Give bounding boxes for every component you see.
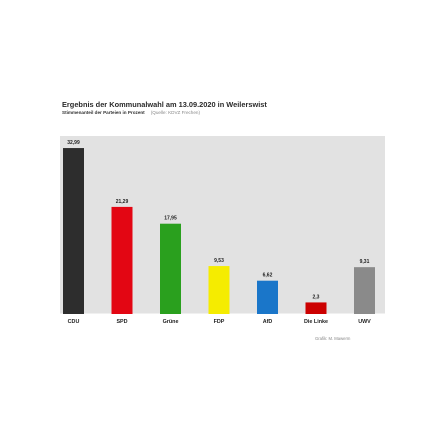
value-label: 6,62 xyxy=(263,273,273,279)
category-label: Grüne xyxy=(163,319,179,325)
chart-title: Ergebnis der Kommunalwahl am 13.09.2020 … xyxy=(62,100,267,109)
bar-fdp xyxy=(208,266,230,314)
value-label: 32,99 xyxy=(67,140,80,146)
category-label: SPD xyxy=(116,319,127,325)
bar-die-linke xyxy=(305,302,327,314)
subtitle-text: Stimmenanteil der Parteien in Prozent xyxy=(62,110,145,115)
bar-gr-ne xyxy=(160,223,181,314)
category-label: Die Linke xyxy=(304,319,328,325)
category-label: UWV xyxy=(358,319,371,325)
category-label: FDP xyxy=(214,319,225,325)
value-label: 21,29 xyxy=(116,199,129,205)
value-label: 2,3 xyxy=(313,294,320,300)
chart-subtitle: Stimmenanteil der Parteien in Prozent (Qu… xyxy=(62,110,200,115)
value-label: 9,31 xyxy=(360,259,370,265)
value-label: 9,53 xyxy=(214,258,224,264)
value-label: 17,95 xyxy=(164,216,177,222)
graphic-credit: Grafik: M. Mawerm xyxy=(315,336,351,341)
category-label: AfD xyxy=(263,319,273,325)
source-note: (Quelle: KDVZ Frechen) xyxy=(150,110,200,115)
bar-cdu xyxy=(63,148,84,314)
bar-uwv xyxy=(354,267,375,314)
bar-spd xyxy=(111,206,133,314)
bar-afd xyxy=(257,280,278,314)
category-label: CDU xyxy=(68,319,80,325)
